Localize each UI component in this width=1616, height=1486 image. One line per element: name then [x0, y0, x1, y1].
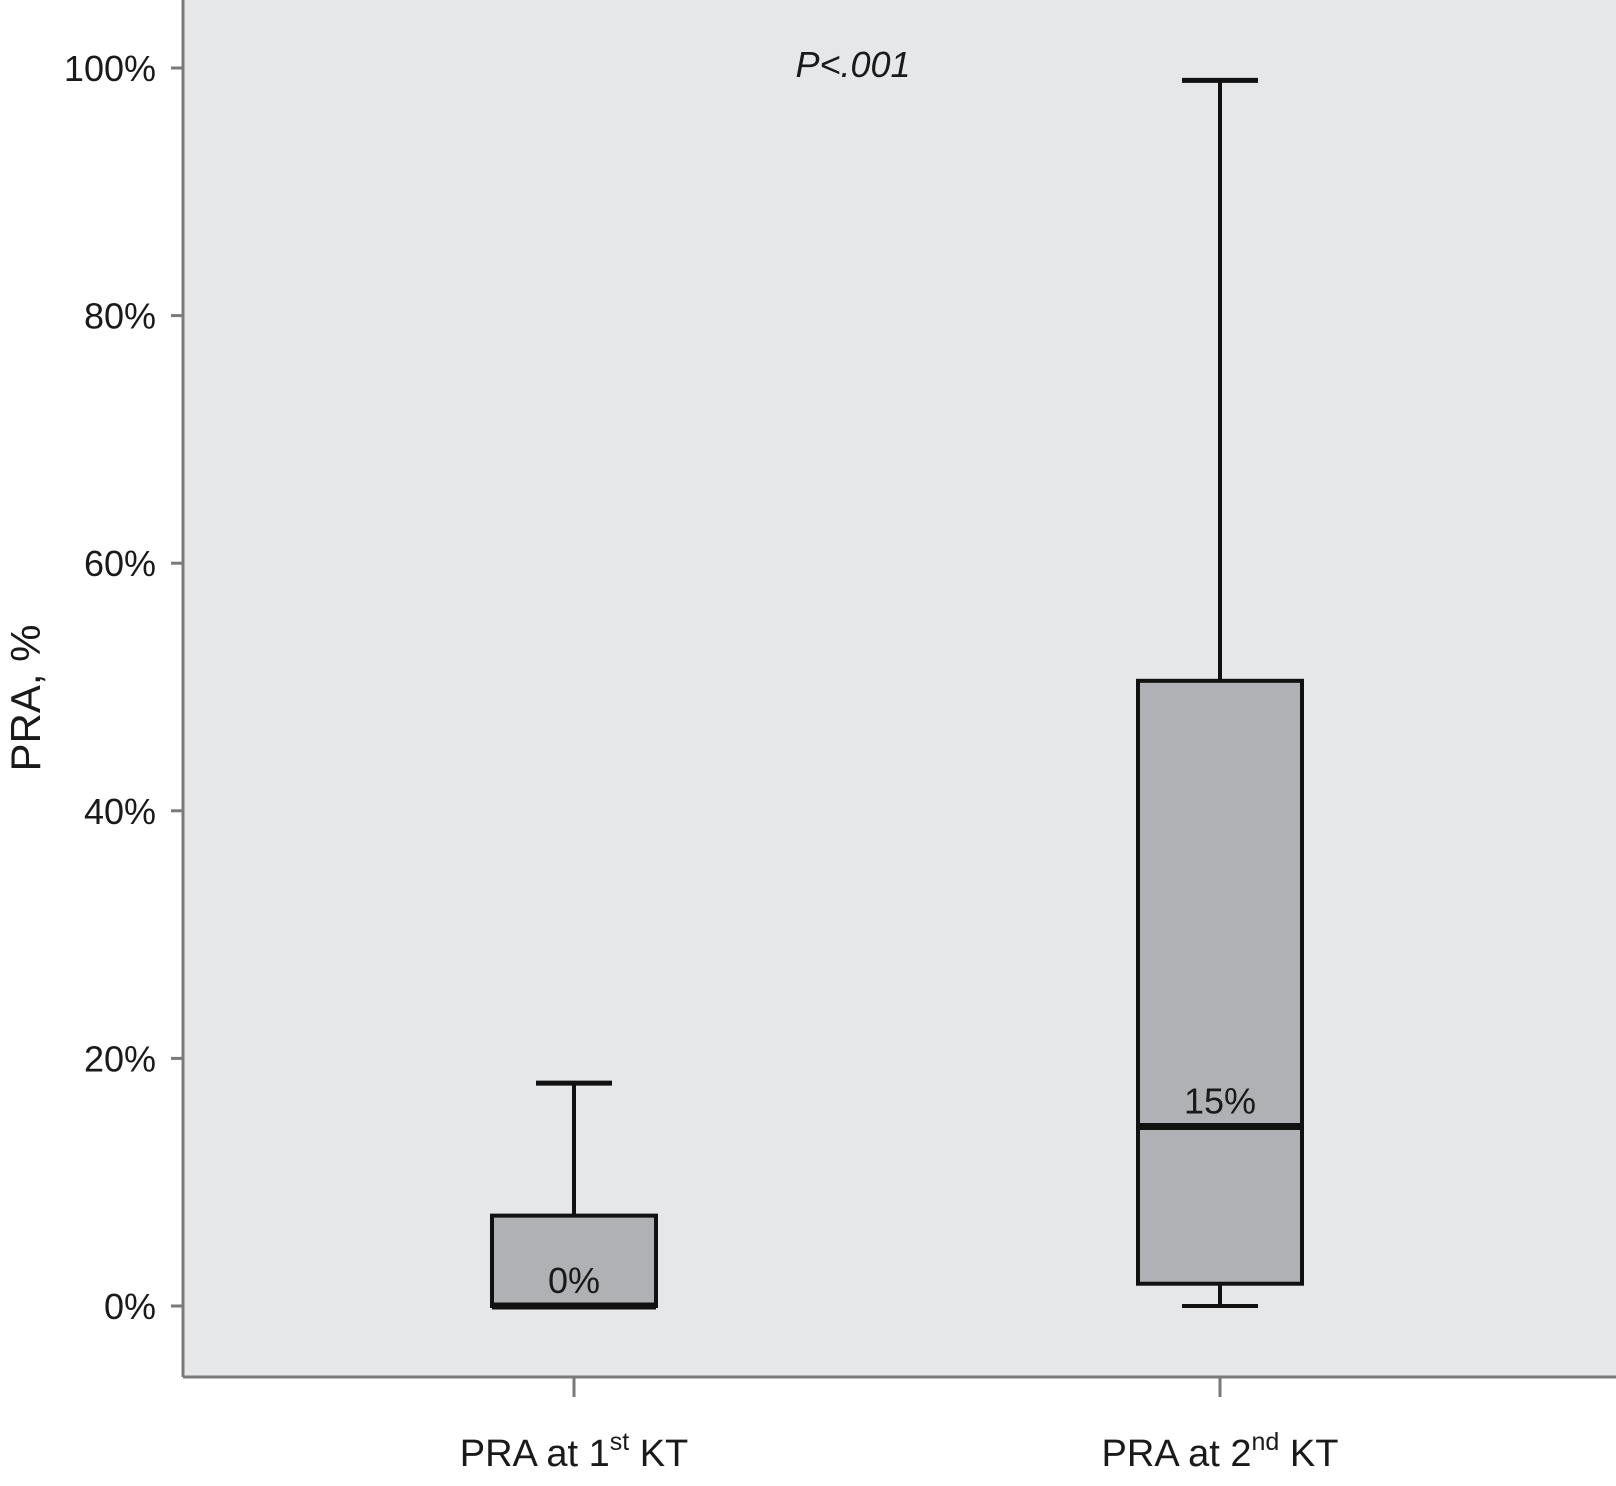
median-label: 0%	[548, 1260, 600, 1301]
y-tick-label: 80%	[84, 296, 156, 337]
box-group: 0%	[490, 1080, 658, 1310]
x-category-label: PRA at 2nd KT	[1102, 1428, 1339, 1475]
y-axis-ticks: 0% 20% 40% 60% 80% 100%	[64, 48, 183, 1327]
boxes: 0% 15%	[490, 77, 1304, 1310]
iqr-box	[490, 1213, 658, 1308]
y-axis-title: PRA, %	[2, 624, 49, 771]
y-tick-label: 40%	[84, 791, 156, 832]
y-tick-label: 20%	[84, 1038, 156, 1079]
y-tick-label: 60%	[84, 543, 156, 584]
iqr-box	[1136, 678, 1304, 1286]
p-value-annotation: P<.001	[795, 44, 910, 85]
box-group: 15%	[1136, 77, 1304, 1308]
median-label: 15%	[1184, 1080, 1256, 1121]
plot-area	[183, 0, 1616, 1377]
y-tick-label: 0%	[104, 1286, 156, 1327]
x-axis-ticks: PRA at 1st KT PRA at 2nd KT	[460, 1377, 1339, 1475]
x-category-label: PRA at 1st KT	[460, 1428, 689, 1475]
y-tick-label: 100%	[64, 48, 156, 89]
